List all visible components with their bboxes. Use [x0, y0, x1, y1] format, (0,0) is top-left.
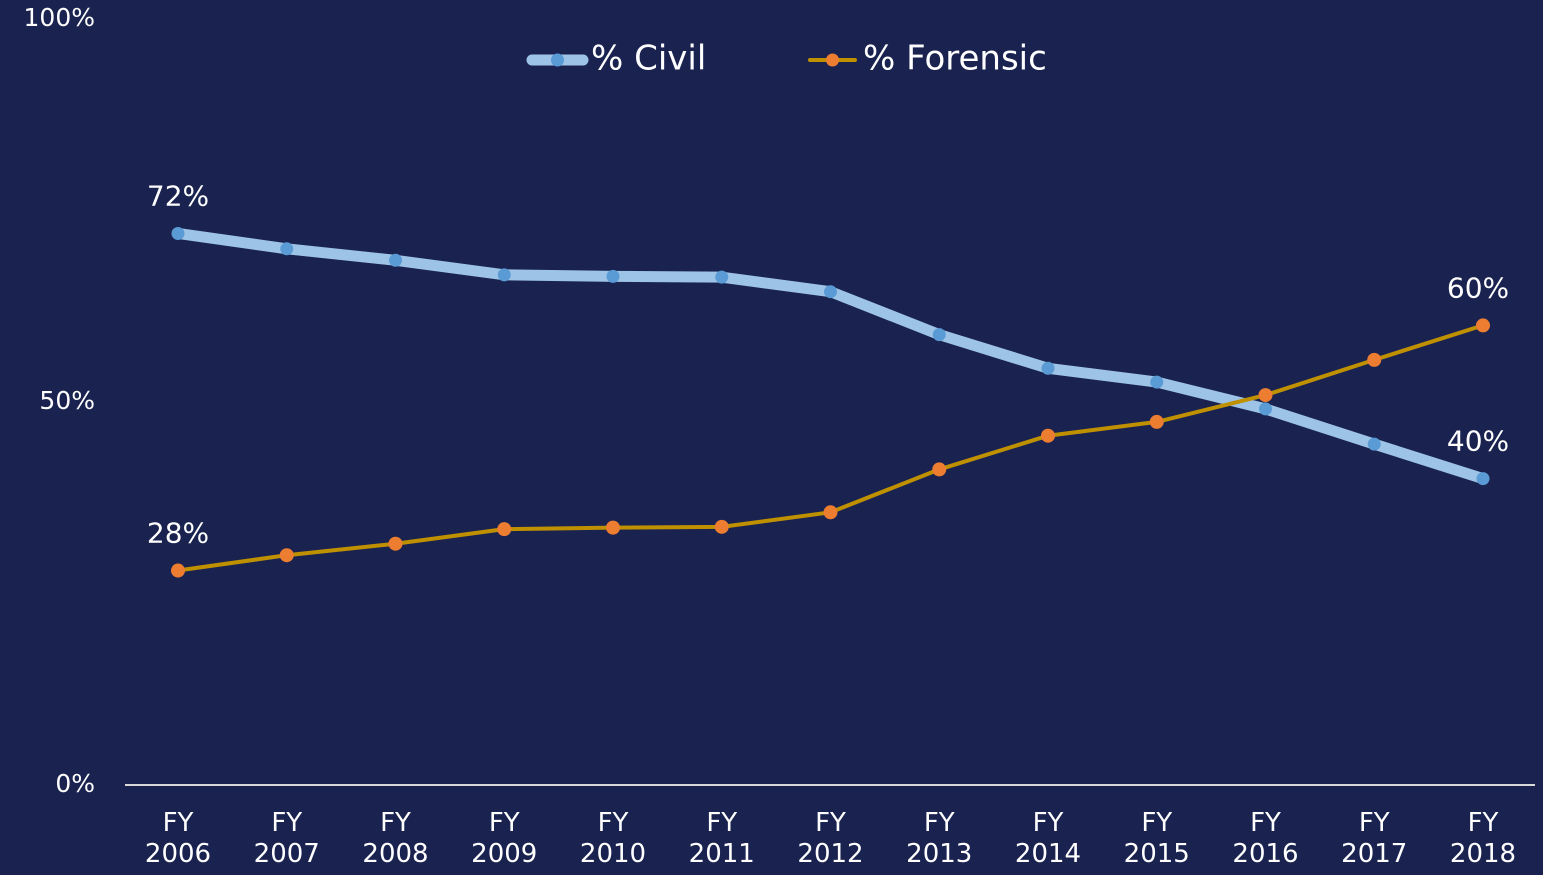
data-point	[280, 242, 294, 256]
x-tick-label: FY 2010	[579, 808, 647, 869]
x-tick-label: FY 2016	[1232, 808, 1299, 869]
data-point	[1259, 402, 1272, 416]
data-point	[932, 462, 947, 477]
data-label: 60%	[1447, 271, 1509, 304]
x-tick-label: FY 2013	[906, 808, 973, 869]
data-point	[497, 268, 511, 282]
x-tick-label: FY 2015	[1123, 808, 1190, 869]
series-line	[176, 323, 1485, 573]
legend-label: % Civil	[591, 39, 706, 79]
series-line	[172, 227, 1489, 485]
x-tick-label: FY 2009	[471, 808, 538, 869]
data-point	[1149, 414, 1164, 429]
data-point	[1367, 352, 1382, 367]
data-point	[932, 328, 946, 342]
data-point	[497, 522, 512, 537]
x-tick-label: FY 2007	[253, 808, 320, 869]
x-tick-label: FY 2017	[1341, 808, 1408, 869]
data-point	[1367, 437, 1381, 451]
x-tick-label: FY 2018	[1449, 808, 1517, 869]
x-tick-label: FY 2006	[144, 808, 212, 869]
legend-marker	[551, 53, 564, 67]
x-tick-label: FY 2014	[1014, 808, 1082, 869]
data-label: 40%	[1447, 425, 1509, 458]
data-point	[388, 536, 403, 551]
data-point	[171, 563, 185, 578]
data-point	[823, 505, 838, 520]
x-tick-label: FY 2012	[797, 808, 864, 869]
data-point	[1258, 388, 1273, 403]
data-point	[1476, 318, 1490, 333]
data-point	[1150, 375, 1164, 389]
data-point	[279, 548, 294, 563]
data-point	[606, 269, 620, 283]
legend-label: % Forensic	[863, 39, 1047, 79]
data-point	[1476, 472, 1490, 486]
data-point	[171, 226, 185, 240]
data-point	[824, 285, 837, 299]
x-tick-label: FY 2008	[362, 808, 429, 869]
y-tick-label: 100%	[24, 3, 95, 32]
y-tick-label: 0%	[55, 769, 95, 798]
data-point	[1041, 361, 1055, 375]
legend-marker	[826, 53, 839, 67]
y-tick-label: 50%	[39, 386, 95, 415]
data-label: 28%	[147, 517, 209, 550]
data-label: 72%	[147, 179, 209, 212]
data-point	[606, 520, 620, 535]
data-point	[714, 519, 729, 534]
data-point	[715, 270, 729, 284]
data-point	[1041, 428, 1055, 443]
x-tick-label: FY 2011	[688, 808, 755, 869]
data-point	[389, 253, 402, 267]
